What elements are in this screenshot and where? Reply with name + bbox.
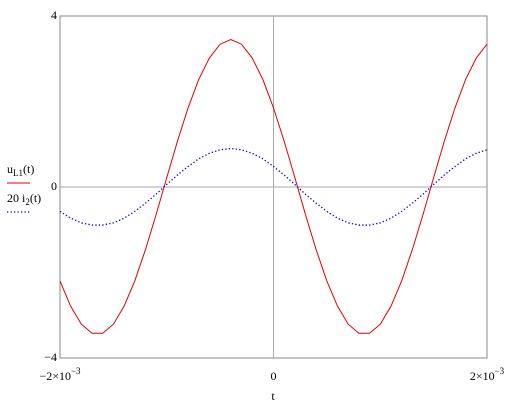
series-line bbox=[59, 38, 488, 334]
x-tick-label-exponent: −3 bbox=[71, 366, 81, 376]
x-tick-label-base: −2×10 bbox=[39, 369, 71, 383]
x-tick-label: −2×10−3 bbox=[39, 366, 81, 383]
legend-sub: 2 bbox=[25, 197, 30, 207]
x-tick-label: 0 bbox=[271, 369, 277, 383]
legend-suffix: (t) bbox=[23, 162, 34, 176]
legend-sub: L1 bbox=[13, 168, 23, 178]
x-tick-label: 2×10−3 bbox=[470, 366, 505, 383]
y-tick-label: 0 bbox=[51, 179, 57, 193]
series-line bbox=[59, 147, 488, 226]
legend-name: 20 i bbox=[7, 191, 26, 205]
legend-label: uL1(t) bbox=[7, 162, 34, 178]
x-axis-label: t bbox=[271, 389, 275, 403]
legend-label: 20 i2(t) bbox=[7, 191, 41, 207]
y-tick-label: −4 bbox=[44, 350, 57, 364]
x-tick-label-base: 2×10 bbox=[470, 369, 495, 383]
legend-name: u bbox=[7, 162, 13, 176]
y-tick-label: 4 bbox=[51, 8, 57, 22]
legend-suffix: (t) bbox=[30, 191, 41, 205]
x-tick-label-exponent: −3 bbox=[495, 366, 505, 376]
